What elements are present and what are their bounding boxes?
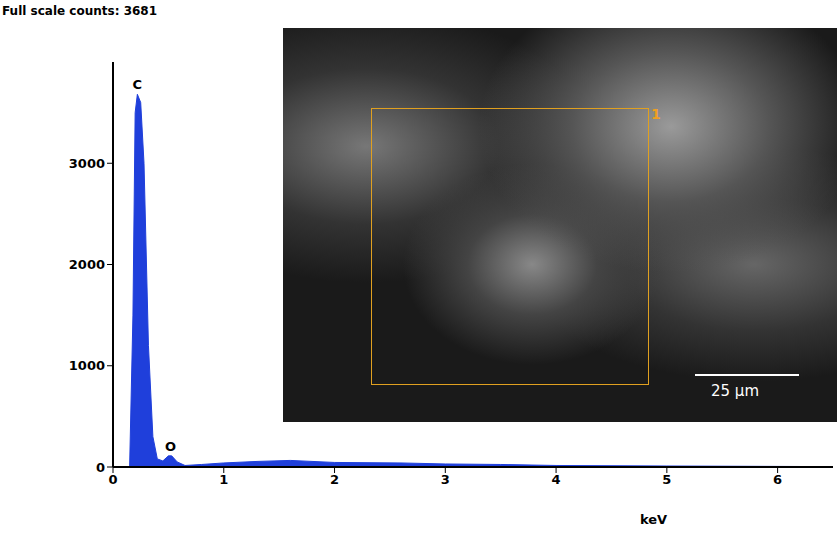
svg-text:2: 2 xyxy=(330,472,339,487)
svg-text:4: 4 xyxy=(552,472,561,487)
html-text:keV: keV xyxy=(640,512,668,527)
svg-text:3000: 3000 xyxy=(69,156,105,171)
svg-text:0: 0 xyxy=(108,472,117,487)
svg-text:2000: 2000 xyxy=(69,257,105,272)
svg-text:O: O xyxy=(165,439,176,454)
html-text:Full scale counts: 3681: Full scale counts: 3681 xyxy=(2,4,157,18)
svg-text:0: 0 xyxy=(96,460,105,475)
svg-text:C: C xyxy=(133,77,143,92)
svg-text:5: 5 xyxy=(662,472,671,487)
html-text:1: 1 xyxy=(651,106,661,122)
svg-text:1000: 1000 xyxy=(69,358,105,373)
svg-text:6: 6 xyxy=(773,472,782,487)
svg-text:1: 1 xyxy=(219,472,228,487)
html-text:25 µm: 25 µm xyxy=(711,382,759,400)
svg-text:3: 3 xyxy=(441,472,450,487)
